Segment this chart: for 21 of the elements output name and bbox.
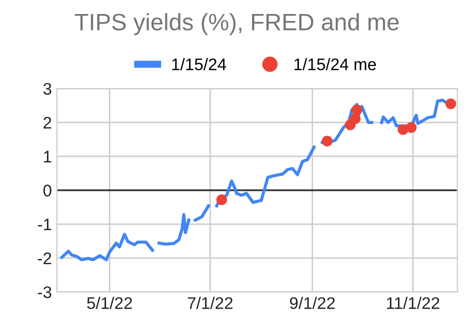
- point: [352, 104, 362, 116]
- point: [322, 136, 333, 146]
- point: [350, 113, 361, 124]
- point: [398, 124, 408, 135]
- chart-title: TIPS yields (%), FRED and me: [74, 13, 399, 36]
- y-tick-label: 1: [44, 150, 52, 162]
- y-tick-label: -3: [38, 286, 52, 298]
- y-tick-label: -2: [38, 252, 52, 264]
- point: [406, 122, 417, 133]
- y-tick-label: 0: [43, 184, 52, 196]
- legend-label: 1/15/24: [172, 58, 226, 70]
- y-tick-label: 2: [44, 116, 52, 128]
- x-tick-label: 11/1/22: [386, 296, 440, 310]
- x-tick-label: 5/1/22: [87, 296, 132, 310]
- point: [445, 98, 456, 110]
- x-tick-label: 9/1/22: [290, 296, 335, 310]
- y-tick-label: 3: [43, 82, 52, 95]
- x-tick-label: 7/1/22: [188, 296, 233, 310]
- point: [216, 194, 228, 206]
- y-tick-label: -1: [38, 218, 52, 230]
- legend-label: 1/15/24 me: [294, 58, 376, 70]
